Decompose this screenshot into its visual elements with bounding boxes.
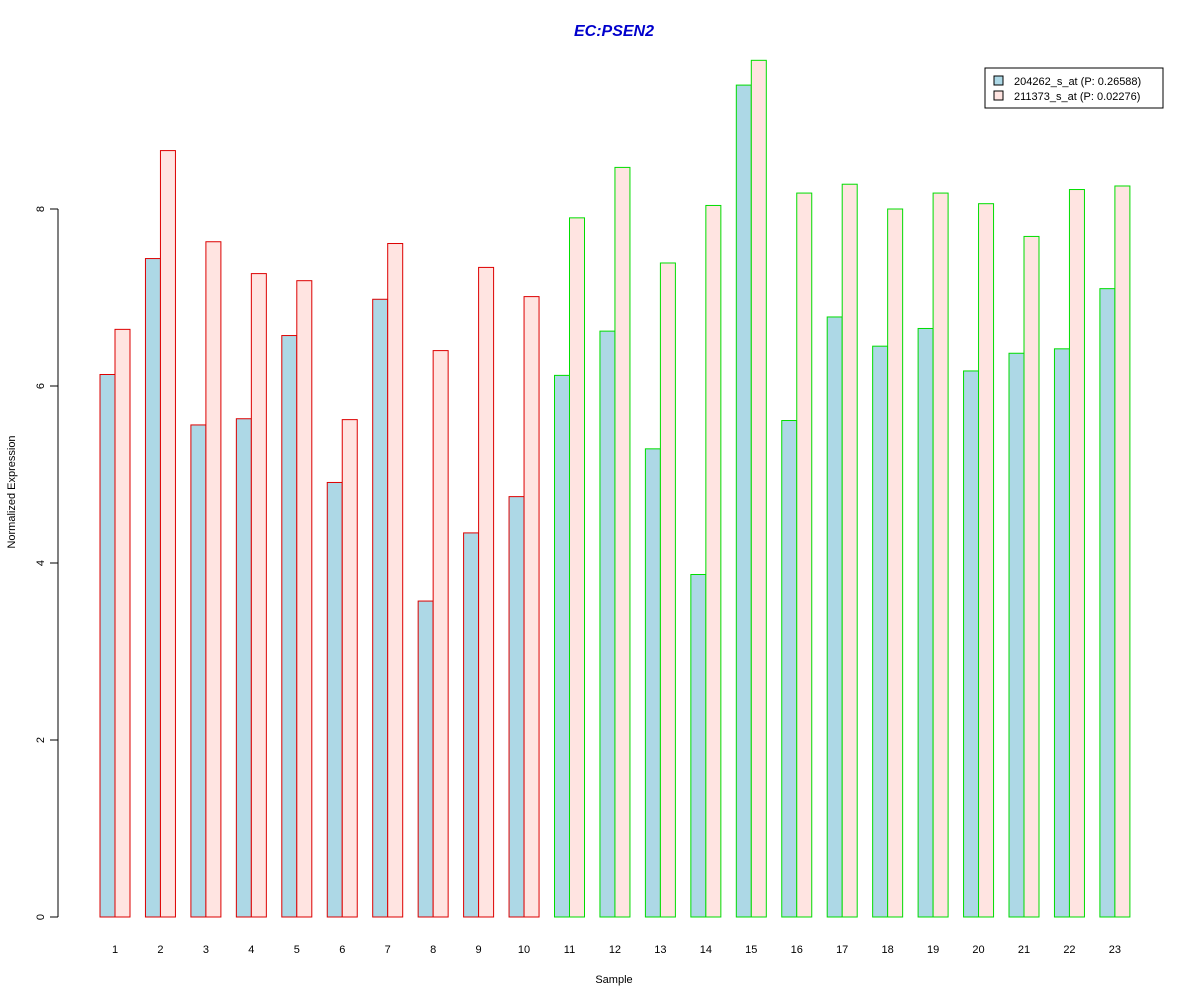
bar-sample-10-series-2 — [523, 296, 540, 918]
x-axis-label: Sample — [595, 974, 632, 986]
bar-sample-13-series-1 — [644, 448, 661, 918]
bars — [99, 59, 1131, 918]
bar-sample-13-series-2 — [659, 262, 676, 918]
x-tick-label: 13 — [654, 944, 666, 956]
bar-sample-15-series-1 — [735, 84, 752, 918]
bar-sample-5-series-2 — [296, 280, 313, 918]
bar-sample-14-series-2 — [705, 204, 722, 918]
bar-sample-22-series-2 — [1068, 189, 1085, 918]
y-axis: 0 2 4 6 8 — [35, 206, 59, 920]
x-tick-labels: 1 2 3 4 5 6 7 8 9 10 11 12 13 14 15 16 17 18 19 20 21 22 23 — [112, 944, 1121, 956]
bar-sample-17-series-1 — [826, 316, 843, 918]
x-tick-label: 18 — [882, 944, 894, 956]
y-axis-label: Normalized Expression — [6, 435, 18, 548]
x-tick-label: 10 — [518, 944, 530, 956]
bar-sample-8-series-2 — [432, 350, 449, 918]
bar-sample-19-series-2 — [932, 192, 949, 918]
chart-title: EC:PSEN2 — [574, 23, 654, 40]
bar-sample-12-series-1 — [599, 330, 616, 918]
bar-sample-3-series-1 — [190, 424, 207, 918]
x-tick-label: 15 — [745, 944, 757, 956]
y-tick-label: 4 — [35, 560, 47, 566]
bar-sample-16-series-1 — [781, 420, 798, 918]
bar-sample-18-series-2 — [887, 208, 904, 918]
x-tick-label: 16 — [791, 944, 803, 956]
bar-sample-18-series-1 — [872, 345, 889, 918]
x-tick-label: 7 — [385, 944, 391, 956]
bar-sample-11-series-1 — [554, 374, 570, 918]
bar-sample-2-series-1 — [144, 258, 161, 918]
bar-sample-4-series-2 — [250, 273, 267, 918]
x-tick-label: 3 — [203, 944, 209, 956]
x-tick-label: 2 — [157, 944, 163, 956]
legend-entry-1: 204262_s_at (P: 0.26588) — [1014, 76, 1141, 88]
x-tick-label: 14 — [700, 944, 712, 956]
bar-sample-21-series-2 — [1023, 235, 1040, 918]
bar-sample-11-series-2 — [569, 217, 585, 918]
x-tick-label: 6 — [339, 944, 345, 956]
legend: 204262_s_at (P: 0.26588) 211373_s_at (P:… — [984, 67, 1164, 109]
bar-sample-8-series-1 — [417, 600, 434, 918]
bar-sample-9-series-2 — [478, 266, 495, 918]
bar-sample-1-series-1 — [99, 373, 116, 918]
bar-sample-2-series-2 — [159, 150, 176, 918]
y-tick-label: 2 — [35, 737, 47, 743]
x-tick-label: 22 — [1063, 944, 1075, 956]
x-tick-label: 20 — [972, 944, 984, 956]
x-tick-label: 19 — [927, 944, 939, 956]
x-tick-label: 21 — [1018, 944, 1030, 956]
bar-sample-21-series-1 — [1008, 352, 1025, 918]
legend-swatch-1 — [993, 75, 1004, 86]
bar-sample-19-series-1 — [917, 327, 934, 918]
x-tick-label: 23 — [1109, 944, 1121, 956]
x-tick-label: 11 — [564, 944, 575, 956]
x-tick-label: 1 — [112, 944, 118, 956]
bar-sample-23-series-1 — [1099, 288, 1116, 918]
x-tick-label: 12 — [609, 944, 621, 956]
bar-sample-7-series-2 — [387, 243, 404, 918]
legend-box — [984, 67, 1164, 109]
bar-sample-1-series-2 — [114, 328, 131, 918]
bar-sample-5-series-1 — [281, 335, 298, 918]
bar-sample-10-series-1 — [508, 496, 525, 918]
y-tick-label: 0 — [35, 914, 47, 920]
y-tick-label: 6 — [35, 383, 47, 389]
bar-sample-20-series-1 — [963, 370, 980, 918]
bar-sample-17-series-2 — [841, 183, 858, 918]
bar-sample-7-series-1 — [372, 298, 389, 918]
bar-sample-9-series-1 — [463, 532, 480, 918]
bar-sample-6-series-2 — [341, 419, 358, 918]
bar-sample-12-series-2 — [614, 166, 631, 918]
bar-sample-22-series-1 — [1053, 348, 1070, 918]
bar-sample-23-series-2 — [1114, 185, 1131, 918]
legend-swatch-2 — [993, 90, 1004, 101]
y-tick-label: 8 — [35, 206, 47, 212]
x-tick-label: 9 — [476, 944, 482, 956]
bar-sample-15-series-2 — [750, 59, 767, 918]
bar-sample-14-series-1 — [690, 574, 707, 918]
x-tick-label: 4 — [248, 944, 254, 956]
bar-sample-16-series-2 — [796, 192, 813, 918]
x-tick-label: 8 — [430, 944, 436, 956]
x-tick-label: 17 — [836, 944, 848, 956]
bar-sample-3-series-2 — [205, 241, 222, 918]
x-tick-label: 5 — [294, 944, 300, 956]
bar-sample-6-series-1 — [326, 481, 343, 918]
bar-sample-4-series-1 — [235, 418, 252, 918]
bar-sample-20-series-2 — [978, 203, 995, 918]
legend-entry-2: 211373_s_at (P: 0.02276) — [1014, 91, 1140, 103]
